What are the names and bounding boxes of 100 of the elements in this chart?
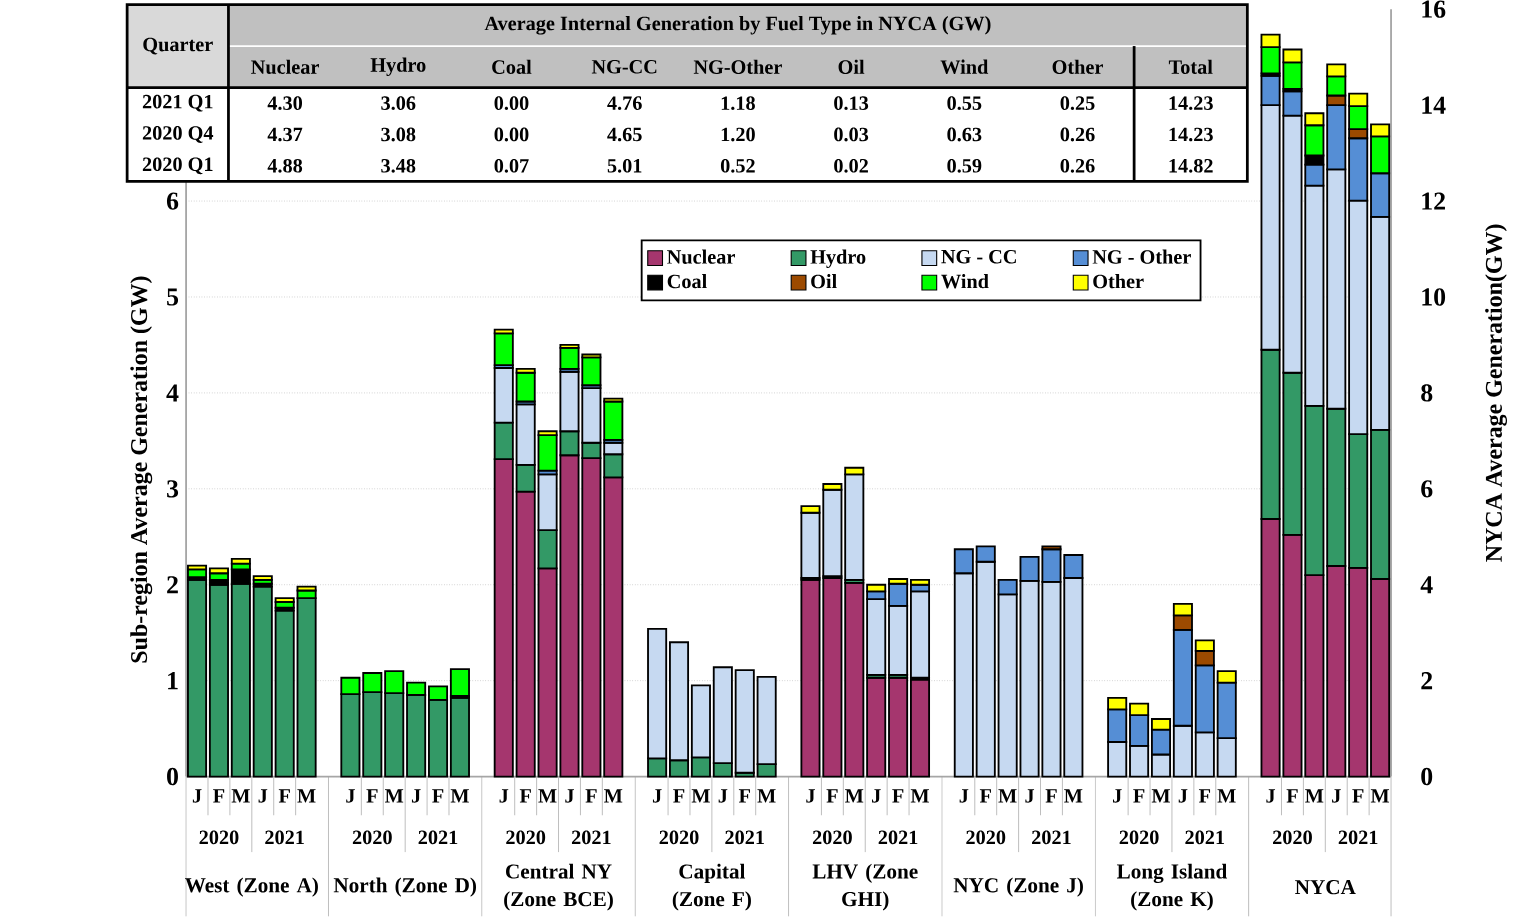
y-tick-label: 3 (167, 480, 179, 498)
legend-label: NG - Other (1092, 249, 1191, 265)
x-tick-label: F (519, 789, 531, 803)
legend-label: NG - CC (941, 250, 1016, 264)
x-tick-label: J (192, 789, 202, 803)
x-tick-label: J (718, 789, 728, 803)
text: Quarter (143, 37, 213, 55)
x-tick-label: F (979, 789, 991, 803)
text: 2021 (1185, 830, 1225, 845)
y-axis-title: Sub-region Average Generation (GW) (130, 276, 153, 663)
x-tick-label: J (652, 789, 662, 803)
x-tick-label: F (1045, 789, 1057, 803)
text: 0.03 (834, 127, 869, 142)
x-tick-label: M (538, 789, 557, 803)
legend-label: Coal (667, 274, 707, 289)
text: 2020 (659, 830, 699, 845)
x-tick-label: F (366, 789, 378, 803)
x-tick-label: J (346, 789, 355, 803)
legend-label: Wind (941, 274, 989, 289)
text: LHV (Zone GHI) (812, 863, 918, 911)
category-label: Oil (838, 59, 865, 75)
category-label: Other (1052, 59, 1103, 75)
category-label: NG-Other (693, 59, 782, 75)
text: 2021 (418, 830, 458, 845)
text: 0.63 (947, 127, 982, 142)
x-tick-label: F (892, 789, 904, 803)
text: 3.48 (381, 159, 416, 173)
text: Average Internal Generation by Fuel Type in NYCA (GW) (484, 16, 991, 35)
x-tick-label: J (872, 789, 881, 803)
text: NYCA (1295, 880, 1356, 895)
x-tick-label: J (1025, 789, 1035, 803)
text: 14.82 (1169, 159, 1213, 173)
text: 2021 (571, 830, 611, 845)
y2-tick-label: 4 (1420, 576, 1433, 594)
x-tick-label: M (1305, 789, 1324, 803)
x-tick-label: F (673, 789, 685, 803)
x-tick-label: M (691, 789, 710, 803)
category-label: Coal (492, 59, 532, 75)
x-tick-label: J (411, 789, 421, 803)
text: 0.55 (947, 96, 982, 111)
y2-tick-label: 16 (1422, 0, 1446, 19)
text: 0.26 (1060, 159, 1095, 173)
text: 14.23 (1169, 96, 1213, 111)
y-tick-label: 2 (167, 576, 178, 594)
text: 2020 (506, 830, 546, 845)
x-tick-label: M (757, 789, 776, 803)
legend-label: Oil (811, 274, 837, 289)
text: 4.37 (267, 127, 303, 142)
x-tick-label: F (826, 789, 838, 803)
x-tick-label: F (1286, 789, 1298, 803)
text: 0.26 (1060, 127, 1095, 142)
category-label: Hydro (370, 57, 426, 77)
x-tick-label: F (1133, 789, 1145, 803)
x-tick-label: J (1266, 789, 1276, 803)
x-tick-label: M (385, 789, 404, 803)
x-tick-label: J (499, 789, 509, 803)
x-tick-label: M (1217, 789, 1236, 803)
category-label: Total (1168, 59, 1213, 75)
text: 2021 (878, 830, 918, 845)
legend-label: Other (1093, 274, 1144, 289)
x-tick-label: F (278, 789, 290, 803)
text: 0.07 (494, 159, 529, 173)
x-tick-label: J (565, 789, 574, 803)
text: 2021 (265, 830, 304, 845)
y-tick-label: 4 (166, 384, 179, 402)
text: 2021 (1338, 830, 1378, 845)
text: 1.20 (721, 127, 755, 142)
y-tick-label: 5 (167, 288, 179, 306)
category-label: Nuclear (251, 59, 319, 75)
x-tick-label: F (213, 789, 225, 803)
category-label: 2020 Q1 (142, 157, 213, 175)
x-tick-label: M (604, 789, 623, 803)
legend-label: Hydro (810, 249, 866, 269)
text: 1.18 (721, 96, 755, 111)
text: 2020 (812, 830, 852, 845)
text: 14.23 (1169, 127, 1213, 142)
text: 4.65 (607, 127, 642, 142)
text: NYC (Zone J) (953, 877, 1083, 897)
text: 0.52 (720, 159, 755, 173)
x-tick-label: F (738, 789, 750, 803)
category-label: 2020 Q4 (142, 126, 214, 144)
text: 3.08 (381, 127, 416, 142)
text: 4.88 (267, 159, 303, 173)
text: 4.30 (267, 96, 303, 111)
text: 2021 (725, 830, 764, 845)
x-tick-label: J (959, 789, 969, 803)
x-tick-label: F (432, 789, 444, 803)
text: 2021 (1032, 830, 1071, 845)
text: 2020 (966, 830, 1006, 845)
x-tick-label: J (1178, 789, 1188, 803)
x-tick-label: M (231, 789, 250, 803)
y2-tick-label: 8 (1421, 384, 1433, 402)
text: North (Zone D) (333, 877, 477, 897)
category-label: 2021 Q1 (142, 95, 213, 112)
x-tick-label: M (450, 789, 469, 803)
x-tick-label: J (806, 789, 815, 803)
y2-tick-label: 2 (1421, 672, 1433, 690)
y-tick-label: 0 (167, 768, 178, 786)
category-label: NG-CC (591, 60, 657, 74)
y2-tick-label: 10 (1422, 288, 1446, 306)
